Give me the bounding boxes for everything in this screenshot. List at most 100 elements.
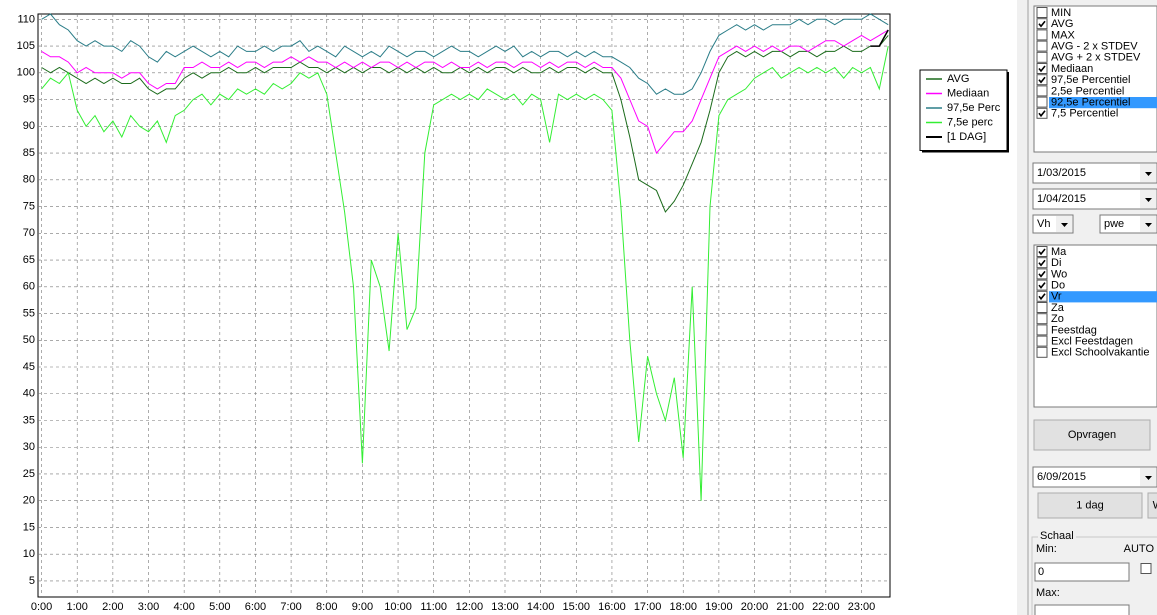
legend-label: 97,5e Perc: [947, 102, 1001, 114]
list-item[interactable]: Excl Schoolvakantie: [1051, 347, 1149, 359]
list-item[interactable]: Vr: [1051, 291, 1062, 303]
text-field[interactable]: [1034, 562, 1130, 582]
combo-text[interactable]: 6/09/2015: [1037, 471, 1086, 483]
checkbox[interactable]: [1036, 302, 1048, 313]
series-line: [41, 13, 889, 95]
y-tick-label: 10: [23, 548, 35, 560]
days-listbox: [1033, 244, 1157, 408]
x-tick-label: 3:00: [138, 601, 159, 613]
y-tick-label: 110: [17, 13, 35, 25]
selection-highlight: [1049, 291, 1157, 303]
checkbox[interactable]: [1036, 51, 1048, 63]
checkbox[interactable]: [1036, 346, 1048, 358]
list-item[interactable]: Do: [1051, 280, 1065, 292]
y-tick-label: 100: [17, 67, 35, 79]
checkbox[interactable]: [1036, 96, 1048, 108]
auto-label: AUTO: [1124, 543, 1155, 555]
list-item[interactable]: Zo: [1051, 313, 1064, 325]
checkbox[interactable]: [1036, 40, 1048, 52]
combo-box[interactable]: [1032, 162, 1157, 184]
checkbox[interactable]: [1036, 335, 1048, 347]
y-tick-label: 35: [23, 414, 35, 426]
combo-arrow: [1145, 198, 1152, 202]
list-item[interactable]: 2,5e Percentiel: [1051, 85, 1124, 97]
group-title-bg: [1038, 530, 1076, 542]
y-tick-label: 15: [23, 521, 35, 533]
list-item[interactable]: AVG: [1051, 18, 1073, 30]
legend-label: Mediaan: [947, 87, 989, 99]
list-item[interactable]: Ma: [1051, 246, 1067, 258]
y-tick-label: 95: [23, 93, 35, 105]
combo-text[interactable]: 1/04/2015: [1037, 193, 1086, 205]
checkbox[interactable]: [1036, 313, 1048, 325]
list-item[interactable]: 97,5e Percentiel: [1051, 74, 1131, 86]
button[interactable]: [1147, 492, 1157, 519]
list-item[interactable]: Wo: [1051, 268, 1067, 280]
combo-arrow: [1145, 476, 1152, 480]
checkmark: [1038, 110, 1046, 118]
series_list-listbox: [1033, 5, 1157, 153]
group-box: [1031, 536, 1157, 615]
y-tick-label: 80: [23, 174, 35, 186]
y-tick-label: 45: [23, 361, 35, 373]
x-tick-label: 21:00: [776, 601, 804, 613]
selection-highlight: [1049, 97, 1157, 109]
x-tick-label: 6:00: [245, 601, 266, 613]
x-tick-label: 1:00: [67, 601, 88, 613]
combo-box[interactable]: [1032, 188, 1157, 210]
checkmark: [1038, 270, 1046, 278]
list-item[interactable]: Mediaan: [1051, 63, 1093, 75]
list-item[interactable]: MAX: [1051, 29, 1076, 41]
y-tick-label: 75: [23, 200, 35, 212]
button-label[interactable]: Opvragen: [1068, 429, 1116, 441]
y-tick-label: 70: [23, 227, 35, 239]
combo-arrow: [1061, 223, 1068, 227]
y-tick-label: 50: [23, 334, 35, 346]
checkbox[interactable]: [1036, 29, 1048, 41]
x-tick-label: 13:00: [491, 601, 519, 613]
button-label[interactable]: WIS: [1153, 499, 1157, 511]
checkmark: [1038, 76, 1046, 84]
x-tick-label: 22:00: [812, 601, 840, 613]
series-line: [41, 35, 889, 213]
x-tick-label: 20:00: [741, 601, 769, 613]
y-tick-label: 85: [23, 147, 35, 159]
combo-box[interactable]: [1032, 466, 1157, 488]
list-item[interactable]: 92,5e Percentiel: [1051, 97, 1131, 109]
combo-text[interactable]: Vh: [1037, 218, 1050, 230]
checkbox[interactable]: [1140, 563, 1152, 574]
combo-text[interactable]: 1/03/2015: [1037, 167, 1086, 179]
list-item[interactable]: Excl Feestdagen: [1051, 336, 1133, 348]
y-tick-label: 25: [23, 468, 35, 480]
x-tick-label: 11:00: [420, 601, 447, 613]
list-item[interactable]: AVG - 2 x STDEV: [1051, 41, 1138, 53]
legend-label: AVG: [947, 73, 969, 85]
checkbox[interactable]: [1036, 85, 1048, 97]
min-label: Min:: [1036, 543, 1057, 555]
list-item[interactable]: Feestdag: [1051, 324, 1097, 336]
group-title: Schaal: [1040, 530, 1074, 542]
list-item[interactable]: Za: [1051, 302, 1065, 314]
combo-text[interactable]: pwe: [1104, 218, 1124, 230]
y-tick-label: 55: [23, 307, 35, 319]
checkbox[interactable]: [1036, 324, 1048, 336]
series-line: [41, 29, 889, 155]
x-tick-label: 9:00: [352, 601, 373, 613]
text-field[interactable]: [1034, 604, 1130, 615]
list-item[interactable]: 7,5 Percentiel: [1051, 108, 1118, 120]
checkbox[interactable]: [1036, 7, 1048, 18]
list-item[interactable]: MIN: [1051, 7, 1071, 19]
checkmark: [1038, 65, 1046, 73]
x-tick-label: 5:00: [209, 601, 230, 613]
button[interactable]: [1037, 492, 1143, 519]
x-tick-label: 12:00: [456, 601, 484, 613]
button-label[interactable]: 1 dag: [1076, 499, 1104, 511]
y-tick-label: 60: [23, 281, 35, 293]
series-line: [41, 45, 889, 501]
button[interactable]: [1033, 419, 1151, 451]
list-item[interactable]: AVG + 2 x STDEV: [1051, 52, 1141, 64]
list-item[interactable]: Di: [1051, 257, 1061, 269]
min-value[interactable]: 0: [1038, 566, 1044, 578]
x-tick-label: 8:00: [316, 601, 337, 613]
